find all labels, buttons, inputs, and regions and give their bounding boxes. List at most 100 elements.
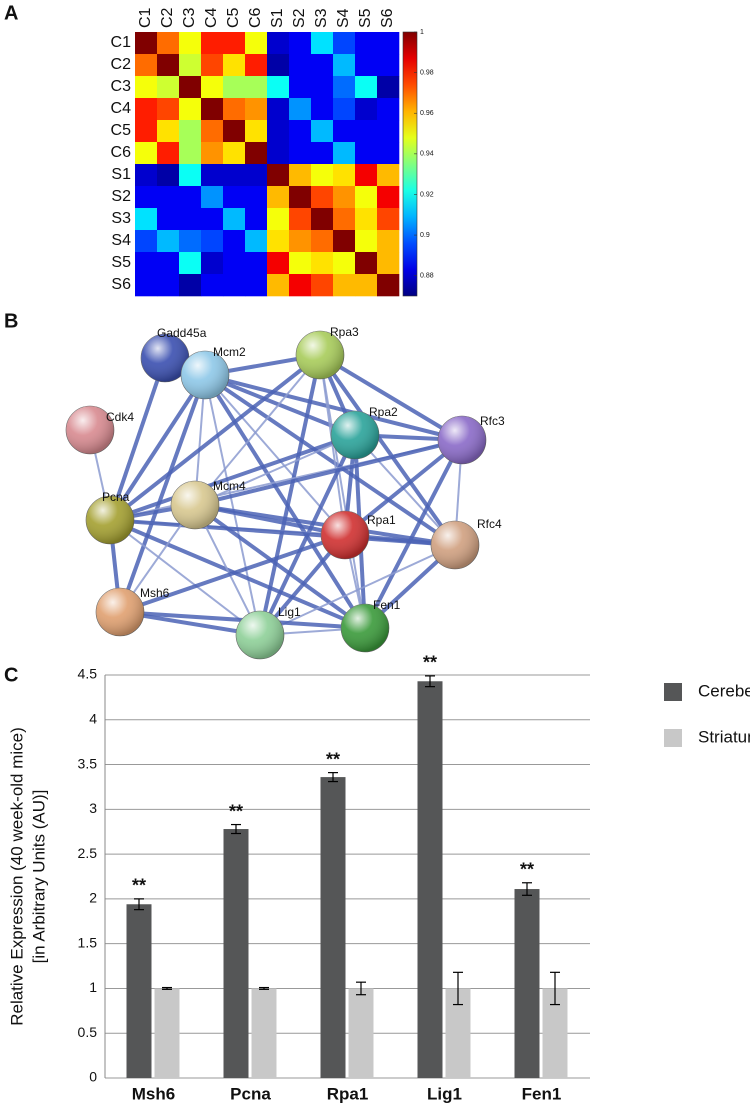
heatmap-cell: [311, 274, 334, 297]
node-label: Rpa3: [330, 325, 359, 339]
error-bar: [162, 986, 172, 990]
legend-swatch: [664, 683, 682, 701]
column-label: S1: [269, 8, 286, 28]
node-shine: [296, 331, 344, 379]
x-tick-label: Msh6: [132, 1084, 175, 1103]
row-label: S4: [111, 232, 131, 249]
column-label: C5: [225, 7, 242, 28]
row-label: C6: [111, 144, 132, 161]
node-shine: [341, 604, 389, 652]
heatmap-cell: [223, 54, 246, 77]
heatmap-cell: [311, 186, 334, 209]
colorbar: [402, 31, 418, 297]
heatmap-cell: [289, 274, 312, 297]
column-label: C1: [137, 7, 154, 28]
heatmap-cell: [355, 252, 378, 275]
colorbar-tick-label: 0.96: [420, 110, 434, 117]
network-edge: [203, 373, 367, 630]
heatmap-cell: [157, 164, 180, 187]
heatmap-cell: [311, 32, 334, 55]
heatmap-cell: [223, 164, 246, 187]
significance-label: **: [229, 801, 243, 821]
heatmap-cell: [223, 230, 246, 253]
heatmap-cell: [245, 120, 268, 143]
heatmap-cell: [245, 208, 268, 231]
network-edge: [109, 519, 261, 636]
heatmap-cell: [135, 164, 158, 187]
legend-label: Cerebellum: [698, 681, 750, 700]
node-label: Lig1: [278, 605, 301, 619]
y-tick-label: 4.5: [78, 666, 98, 682]
heatmap-cell: [333, 164, 356, 187]
heatmap-cell: [245, 98, 268, 121]
heatmap-cell: [377, 98, 400, 121]
heatmap-cell: [157, 32, 180, 55]
heatmap-cell: [355, 32, 378, 55]
colorbar-tick-label: 1: [420, 29, 424, 36]
heatmap-cell: [157, 274, 180, 297]
bar: [154, 988, 180, 1078]
heatmap-cell: [267, 186, 290, 209]
column-label: S3: [313, 8, 330, 28]
heatmap-cell: [289, 252, 312, 275]
heatmap-cell: [289, 164, 312, 187]
column-label: S2: [291, 8, 308, 28]
heatmap-cell: [355, 208, 378, 231]
y-tick-label: 2.5: [78, 845, 98, 861]
heatmap-cell: [135, 120, 158, 143]
heatmap-cell: [267, 98, 290, 121]
heatmap-cell: [267, 54, 290, 77]
node-label: Gadd45a: [157, 326, 207, 340]
y-tick-label: 0.5: [78, 1024, 98, 1040]
heatmap-cell: [179, 32, 202, 55]
row-label: S3: [111, 210, 131, 227]
heatmap-cell: [201, 76, 224, 99]
heatmap-cell: [245, 186, 268, 209]
heatmap-cell: [157, 252, 180, 275]
heatmap-cell: [179, 164, 202, 187]
network-edge: [108, 357, 167, 521]
heatmap-cell: [179, 98, 202, 121]
heatmap-cell: [201, 230, 224, 253]
heatmap-cell: [311, 98, 334, 121]
heatmap-cell: [311, 252, 334, 275]
heatmap-cell: [333, 274, 356, 297]
significance-label: **: [326, 749, 340, 769]
y-tick-label: 2: [89, 890, 97, 906]
network-edge: [204, 374, 261, 636]
heatmap-cell: [267, 76, 290, 99]
heatmap-cell: [267, 230, 290, 253]
heatmap-cell: [377, 164, 400, 187]
node-shine: [86, 496, 134, 544]
heatmap-cell: [135, 230, 158, 253]
heatmap-cell: [179, 54, 202, 77]
bar: [126, 904, 152, 1078]
node-label: Mcm4: [213, 479, 246, 493]
network-edge: [354, 434, 456, 546]
heatmap-cell: [311, 76, 334, 99]
node-shine: [141, 334, 189, 382]
row-label: S2: [111, 188, 131, 205]
heatmap-cell: [223, 186, 246, 209]
heatmap-cell: [135, 186, 158, 209]
colorbar-tick-label: 0.9: [420, 232, 430, 239]
heatmap-cell: [355, 274, 378, 297]
heatmap-cell: [333, 54, 356, 77]
error-bar: [453, 971, 463, 1006]
heatmap-cell: [267, 120, 290, 143]
node-label: Rfc4: [477, 517, 502, 531]
heatmap-cell: [267, 142, 290, 165]
heatmap-cell: [223, 252, 246, 275]
bar: [223, 829, 249, 1078]
heatmap-cell: [333, 142, 356, 165]
heatmap-cell: [179, 186, 202, 209]
heatmap-cell: [245, 32, 268, 55]
heatmap-cell: [267, 274, 290, 297]
bar: [320, 777, 346, 1078]
x-tick-label: Fen1: [522, 1084, 562, 1103]
heatmap-cell: [267, 164, 290, 187]
heatmap-cell: [289, 76, 312, 99]
heatmap-cell: [311, 120, 334, 143]
heatmap-cell: [179, 120, 202, 143]
